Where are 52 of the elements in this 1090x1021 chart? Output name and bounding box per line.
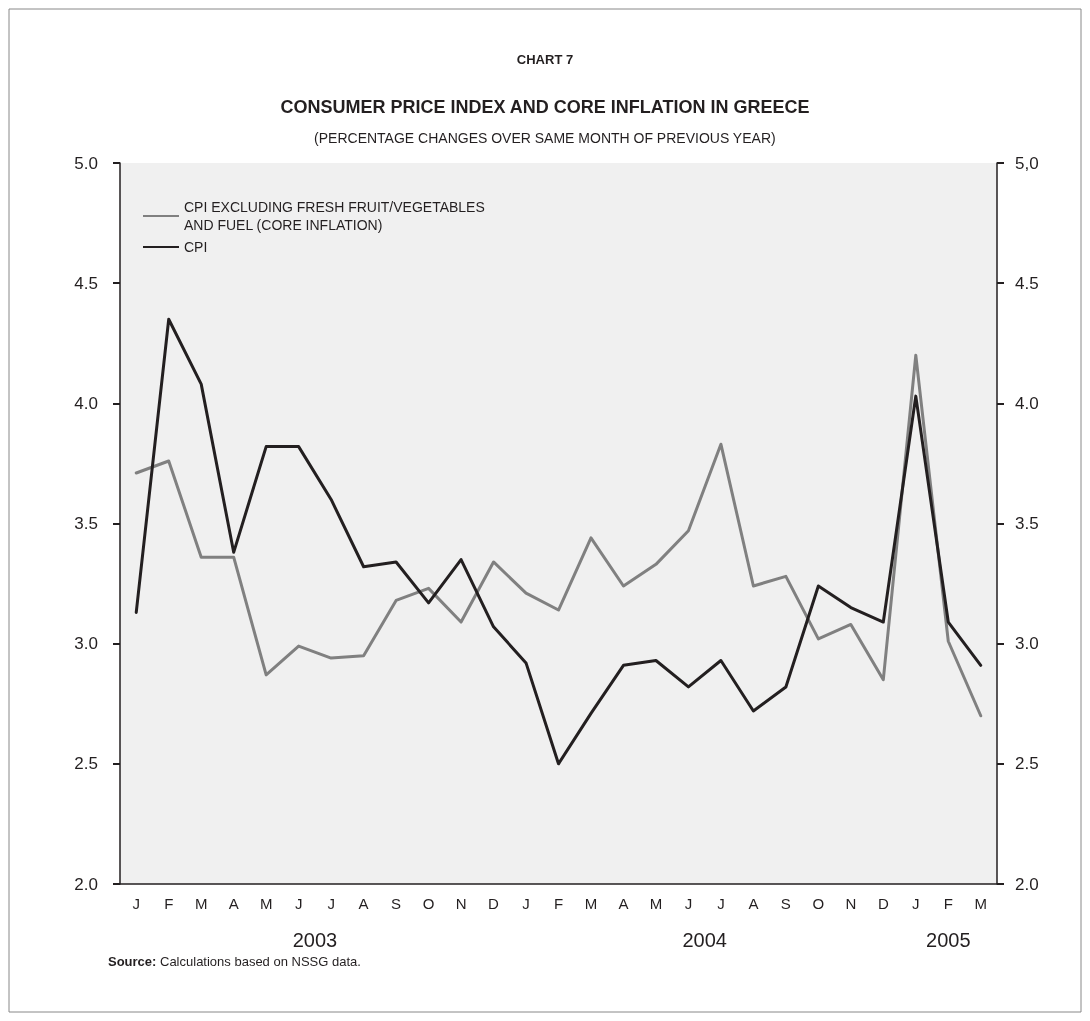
legend-label: CPI EXCLUDING FRESH FRUIT/VEGETABLES AND FUEL (CORE INFLATION) [184, 199, 485, 233]
x-tick-label: D [488, 895, 500, 912]
x-tick-label: J [717, 895, 725, 912]
x-tick-label: N [455, 895, 467, 912]
x-tick-label: M [259, 895, 273, 912]
x-tick-label: J [912, 895, 920, 912]
x-tick-label: M [974, 895, 988, 912]
source-note: Source: Calculations based on NSSG data. [108, 954, 361, 969]
text: 2004 [682, 929, 727, 951]
x-tick-label: S [391, 895, 402, 912]
y-tick-label: 3.5 [74, 514, 98, 533]
x-tick-label: F [164, 895, 174, 912]
y2-tick-label: 3.5 [1015, 514, 1039, 533]
x-tick-label: J [684, 895, 693, 912]
y-tick-label: 3.0 [74, 634, 98, 654]
text: (PERCENTAGE CHANGES OVER SAME MONTH OF PREVIOUS YEAR) [314, 130, 776, 146]
x-tick-label: A [228, 895, 239, 912]
x-tick-label: A [748, 895, 759, 912]
y2-tick-label: 4.0 [1015, 393, 1039, 413]
x-tick-label: A [358, 895, 369, 912]
text: 2005 [926, 929, 971, 951]
y2-tick-label: 2.5 [1015, 754, 1039, 774]
y-tick-label: 4.5 [74, 273, 98, 293]
x-tick-label: M [194, 895, 208, 912]
y-tick-label: 2.5 [74, 754, 98, 774]
x-tick-label: M [649, 895, 663, 912]
y2-tick-label: 4.5 [1015, 273, 1039, 293]
y-tick-label: 5.0 [74, 153, 98, 173]
line-series [134, 353, 983, 718]
x-tick-label: J [294, 895, 303, 912]
legend-label: CPI [184, 239, 208, 255]
x-tick-label: J [132, 895, 140, 912]
chart-title: CHART 7 [516, 52, 574, 67]
x-tick-label: S [780, 895, 791, 912]
line-series [134, 317, 983, 766]
x-tick-label: F [943, 895, 953, 912]
y-tick-label: 4.0 [74, 393, 98, 413]
x-tick-label: F [553, 895, 564, 912]
y2-tick-label: 5,0 [1015, 153, 1039, 173]
x-tick-label: N [845, 895, 857, 912]
chart-subtitle: CONSUMER PRICE INDEX AND CORE INFLATION IN GREECE [280, 97, 810, 117]
x-tick-label: M [584, 895, 598, 912]
x-tick-label: A [618, 895, 629, 912]
x-tick-label: O [422, 895, 435, 912]
x-tick-label: D [877, 895, 889, 912]
y2-tick-label: 3.0 [1015, 634, 1039, 654]
text: 2003 [292, 929, 338, 951]
y2-tick-label: 2.0 [1015, 874, 1039, 894]
x-tick-label: O [812, 895, 825, 912]
x-tick-label: J [327, 895, 335, 912]
y-tick-label: 2.0 [74, 874, 98, 894]
x-tick-label: J [522, 895, 530, 912]
